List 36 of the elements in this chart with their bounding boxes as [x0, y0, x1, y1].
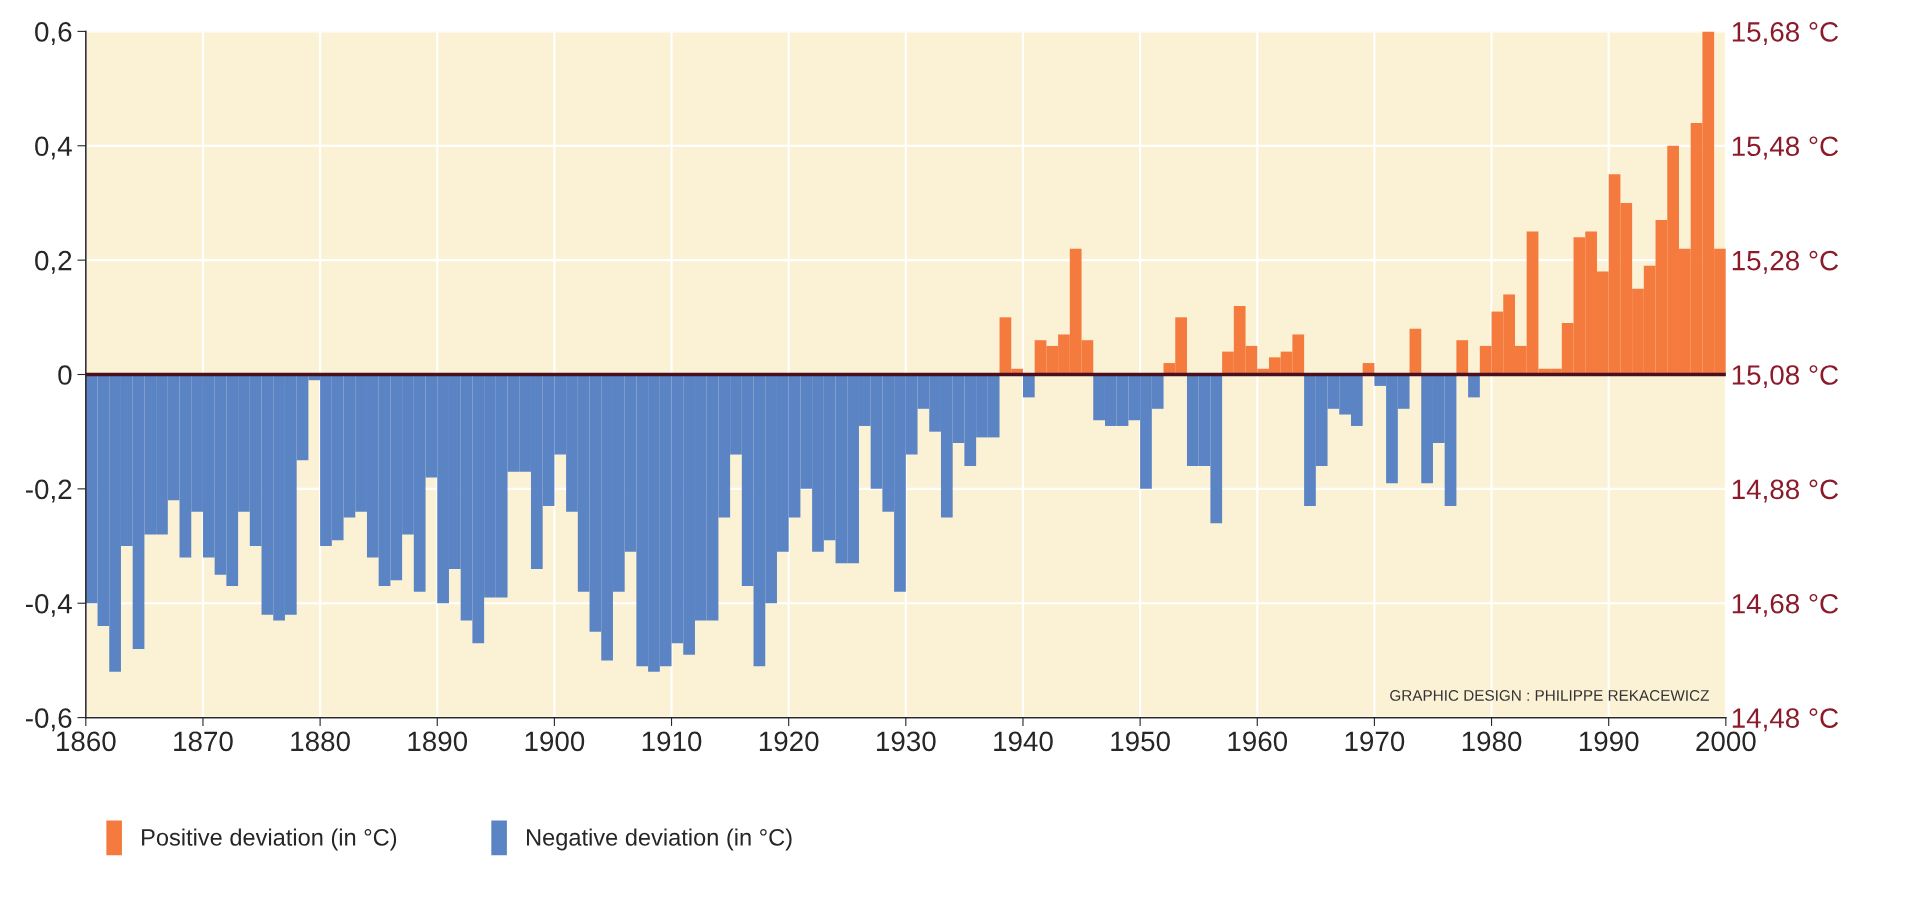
- y2-tick-label: 15,08 °C: [1732, 365, 1839, 389]
- y2-tick-label: 15,48 °C: [1732, 136, 1839, 160]
- legend-label: Positive deviation (in °C): [142, 828, 397, 851]
- y2-tick-label: 14,68 °C: [1732, 593, 1839, 617]
- y-tick-label: 0,2: [35, 250, 72, 274]
- x-tick-label: 1940: [994, 731, 1053, 752]
- x-tick-label: 1900: [525, 731, 585, 752]
- y-tick-label: 0: [58, 365, 72, 385]
- bar: [1409, 328, 1422, 375]
- x-tick-label: 1880: [291, 731, 350, 752]
- legend-label: Negative deviation (in °C): [527, 828, 792, 851]
- y-tick-label: -0,6: [25, 708, 72, 732]
- y2-tick-label: 15,68 °C: [1732, 22, 1839, 46]
- x-tick-label: 1910: [642, 731, 702, 752]
- x-tick-label: 1920: [759, 731, 819, 752]
- y-tick-label: 0,4: [35, 136, 72, 160]
- bar: [1456, 340, 1469, 375]
- y-tick-label: -0,2: [25, 479, 72, 503]
- x-tick-label: 1970: [1345, 731, 1405, 752]
- x-tick-label: 1870: [174, 731, 233, 752]
- y2-tick-label: 14,48 °C: [1732, 708, 1839, 732]
- x-tick-label: 1950: [1111, 731, 1170, 752]
- bar: [1022, 374, 1035, 398]
- x-tick-label: 1930: [877, 731, 936, 752]
- x-tick-label: 1960: [1228, 731, 1288, 752]
- x-tick-label: 1980: [1462, 731, 1522, 752]
- x-tick-label: 1890: [408, 731, 468, 752]
- x-tick-label: 1990: [1579, 731, 1639, 752]
- x-tick-label: 1860: [57, 731, 116, 752]
- x-tick-label: 2000: [1696, 731, 1756, 752]
- y-tick-label: -0,4: [25, 593, 72, 617]
- y2-tick-label: 15,28 °C: [1732, 250, 1839, 274]
- bar: [1468, 374, 1480, 398]
- annotation: GRAPHIC DESIGN : PHILIPPE REKACEWICZ: [1390, 690, 1709, 701]
- y2-tick-label: 14,88 °C: [1732, 479, 1839, 503]
- y-tick-label: 0,6: [35, 22, 72, 46]
